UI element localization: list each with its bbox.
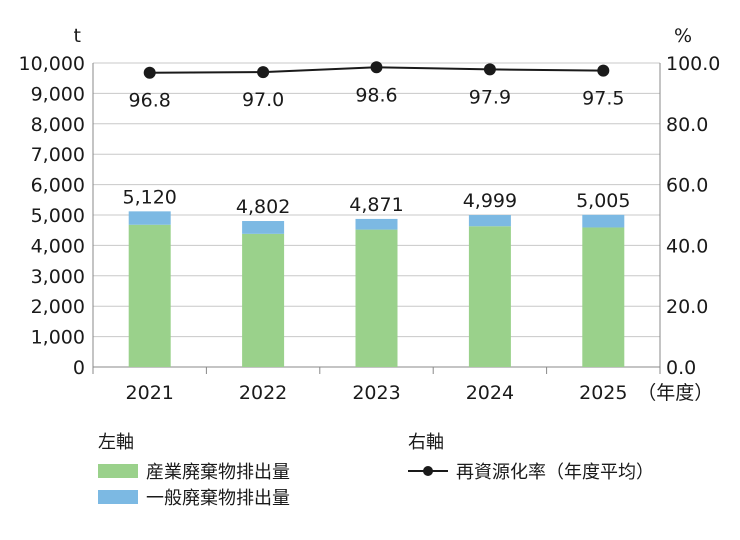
recycling-rate-label: 98.6 <box>355 84 397 106</box>
y-right-tick-label: 80.0 <box>666 114 708 136</box>
legend-swatch-general <box>98 490 138 504</box>
x-tick-label: 2023 <box>352 382 400 404</box>
recycling-rate-point <box>597 64 610 77</box>
recycling-rate-point <box>483 63 496 76</box>
legend-right: 右軸 再資源化率（年度平均） <box>408 428 654 484</box>
chart: 0 1,000 2,000 3,000 4,000 5,000 6,000 7,000 8,00… <box>19 25 721 404</box>
x-tick-label: 2021 <box>126 382 174 404</box>
legend-item-recycling-rate: 再資源化率（年度平均） <box>408 458 654 484</box>
bar-industrial <box>355 229 398 367</box>
recycling-rate-label: 97.9 <box>469 86 511 108</box>
x-axis-unit: （年度） <box>637 382 713 404</box>
y-left-tick-label: 2,000 <box>31 296 85 318</box>
legend-label-recycling-rate: 再資源化率（年度平均） <box>456 462 654 483</box>
y-left-tick-label: 3,000 <box>31 266 85 288</box>
bar-total-label: 4,871 <box>349 194 403 216</box>
recycling-rate-label: 96.8 <box>129 90 171 112</box>
y-left-tick-label: 1,000 <box>31 327 85 349</box>
y-left-tick-label: 0 <box>73 357 85 379</box>
recycling-rate-label: 97.0 <box>242 89 284 111</box>
x-tick-label: 2022 <box>239 382 287 404</box>
x-tick-label: 2025 <box>579 382 627 404</box>
y-right-tick-label: 100.0 <box>666 53 720 75</box>
y-right-unit: % <box>674 25 692 47</box>
bar-total-label: 4,999 <box>463 190 517 212</box>
y-left-tick-label: 9,000 <box>31 83 85 105</box>
y-left-tick-label: 7,000 <box>31 144 85 166</box>
bar-total-label: 5,005 <box>576 190 630 212</box>
bar-general <box>242 221 285 234</box>
legend-item-general: 一般廃棄物排出量 <box>98 484 290 510</box>
y-right-tick-label: 40.0 <box>666 235 708 257</box>
legend-right-title: 右軸 <box>408 432 444 453</box>
bar-general <box>128 211 171 225</box>
y-right-tick-label: 60.0 <box>666 175 708 197</box>
recycling-rate-point <box>370 61 383 74</box>
y-left-tick-label: 4,000 <box>31 235 85 257</box>
x-tick-label: 2024 <box>466 382 514 404</box>
legend-line-marker <box>408 464 448 478</box>
y-right-tick-label: 20.0 <box>666 296 708 318</box>
bar-total-label: 5,120 <box>122 186 176 208</box>
legend-swatch-industrial <box>98 464 138 478</box>
y-left-tick-label: 5,000 <box>31 205 85 227</box>
y-left-tick-label: 10,000 <box>19 53 85 75</box>
legend-left: 左軸 産業廃棄物排出量 一般廃棄物排出量 <box>98 428 290 510</box>
y-left-tick-label: 8,000 <box>31 114 85 136</box>
bar-industrial <box>242 233 285 367</box>
recycling-rate-point <box>143 66 156 79</box>
bar-general <box>468 215 511 227</box>
legend-label-industrial: 産業廃棄物排出量 <box>146 462 290 483</box>
y-left-unit: t <box>74 25 81 47</box>
legend-label-general: 一般廃棄物排出量 <box>146 488 290 509</box>
recycling-rate-label: 97.5 <box>582 88 624 110</box>
bar-industrial <box>468 226 511 367</box>
legend-left-title: 左軸 <box>98 432 134 453</box>
recycling-rate-point <box>257 66 270 79</box>
y-right-tick-label: 0.0 <box>666 357 696 379</box>
bar-industrial <box>128 224 171 367</box>
bar-total-label: 4,802 <box>236 196 290 218</box>
bar-general <box>582 214 625 228</box>
bar-general <box>355 218 398 230</box>
legend-item-industrial: 産業廃棄物排出量 <box>98 458 290 484</box>
bar-industrial <box>582 227 625 367</box>
y-left-tick-label: 6,000 <box>31 175 85 197</box>
